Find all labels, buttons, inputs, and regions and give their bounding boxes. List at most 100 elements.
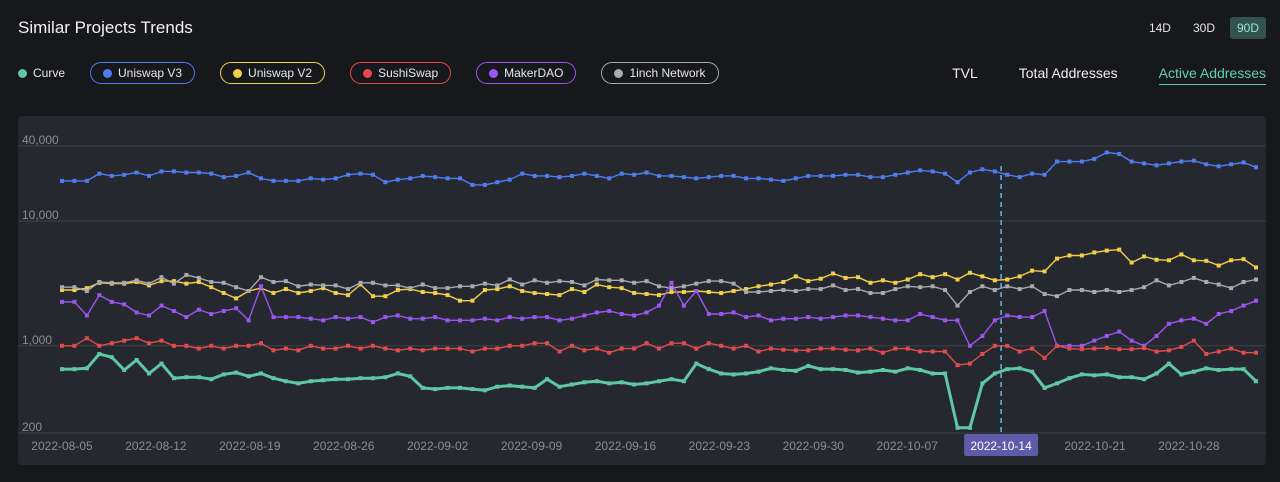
data-point-1inch-network: [1229, 286, 1234, 291]
y-tick-label: 10,000: [22, 208, 59, 222]
data-point-1inch-network: [97, 279, 102, 284]
data-point-makerdao: [569, 316, 574, 321]
x-tick-label: 2022-08-05: [31, 439, 93, 453]
data-point-makerdao: [358, 315, 363, 320]
data-point-uniswap-v2: [619, 286, 624, 291]
data-point-curve: [445, 385, 450, 390]
data-point-sushiswap: [358, 346, 363, 351]
data-point-sushiswap: [694, 346, 699, 351]
data-point-1inch-network: [408, 286, 413, 291]
range-14d-button[interactable]: 14D: [1148, 21, 1171, 35]
data-point-makerdao: [1092, 338, 1097, 343]
data-point-uniswap-v3: [880, 175, 885, 180]
data-point-sushiswap: [943, 349, 948, 354]
data-point-makerdao: [918, 311, 923, 316]
x-tick-label: 2022-10-28: [1158, 439, 1220, 453]
tab-tvl[interactable]: TVL: [952, 65, 978, 81]
data-point-curve: [159, 361, 164, 366]
data-point-curve: [1204, 366, 1209, 371]
data-point-uniswap-v2: [1055, 256, 1059, 261]
data-point-sushiswap: [370, 343, 375, 348]
data-point-uniswap-v3: [594, 173, 599, 178]
data-point-uniswap-v2: [594, 282, 599, 287]
data-point-uniswap-v2: [569, 287, 574, 292]
data-point-makerdao: [1179, 318, 1184, 323]
data-point-uniswap-v2: [1067, 253, 1072, 258]
data-point-makerdao: [420, 316, 425, 321]
legend-dot-icon: [233, 68, 243, 78]
data-point-makerdao: [594, 310, 599, 315]
series-line-curve: [62, 352, 1258, 430]
legend-item-makerdao[interactable]: MakerDAO: [476, 62, 577, 84]
data-point-sushiswap: [520, 343, 525, 348]
data-point-makerdao: [731, 310, 736, 315]
data-point-1inch-network: [582, 283, 587, 288]
range-90d-button[interactable]: 90D: [1229, 17, 1266, 39]
data-point-makerdao: [632, 313, 637, 318]
data-point-sushiswap: [905, 346, 910, 351]
data-point-curve: [271, 376, 276, 381]
tab-total-addresses[interactable]: Total Addresses: [1018, 65, 1118, 81]
data-point-uniswap-v2: [1030, 268, 1035, 273]
data-point-uniswap-v3: [768, 177, 773, 182]
data-point-sushiswap: [557, 349, 562, 354]
data-point-curve: [184, 375, 189, 380]
data-point-uniswap-v3: [681, 175, 686, 180]
data-point-uniswap-v3: [1117, 151, 1122, 156]
tab-active-addresses[interactable]: Active Addresses: [1158, 65, 1266, 85]
data-point-sushiswap: [1229, 346, 1234, 351]
data-point-uniswap-v2: [905, 277, 910, 282]
data-point-uniswap-v3: [246, 170, 251, 175]
data-point-uniswap-v2: [781, 279, 786, 284]
data-point-makerdao: [321, 318, 326, 323]
data-point-sushiswap: [259, 341, 263, 346]
legend-item-sushiswap[interactable]: SushiSwap: [350, 62, 452, 84]
data-point-uniswap-v2: [1092, 250, 1097, 255]
data-point-uniswap-v3: [793, 176, 798, 181]
data-point-sushiswap: [234, 343, 239, 348]
data-point-curve: [918, 367, 923, 372]
data-point-curve: [1216, 367, 1221, 372]
data-point-sushiswap: [868, 346, 873, 351]
data-point-curve: [1154, 371, 1159, 376]
data-point-uniswap-v3: [1055, 159, 1059, 164]
data-point-uniswap-v2: [893, 280, 898, 285]
legend-item-uniswap-v2[interactable]: Uniswap V2: [220, 62, 326, 84]
legend-label: Uniswap V3: [118, 66, 183, 80]
data-point-sushiswap: [346, 343, 351, 348]
data-point-makerdao: [507, 315, 512, 320]
data-point-curve: [1030, 369, 1035, 374]
data-point-1inch-network: [818, 287, 823, 292]
data-point-curve: [843, 367, 848, 372]
range-30d-button[interactable]: 30D: [1192, 21, 1215, 35]
data-point-sushiswap: [1055, 343, 1059, 348]
data-point-1inch-network: [60, 285, 64, 290]
legend-label: Curve: [33, 66, 66, 80]
legend-item-uniswap-v3[interactable]: Uniswap V3: [90, 62, 196, 84]
data-point-sushiswap: [97, 343, 102, 348]
data-point-uniswap-v3: [259, 176, 263, 181]
data-point-uniswap-v2: [1179, 252, 1184, 257]
data-point-uniswap-v3: [370, 172, 375, 177]
data-point-uniswap-v2: [806, 279, 811, 284]
data-point-uniswap-v2: [868, 280, 873, 285]
data-point-1inch-network: [532, 278, 537, 283]
data-point-uniswap-v3: [420, 173, 425, 178]
line-chart[interactable]: 40,000 10,000 1,000 200 2022-08-05 2022-08-12…: [18, 116, 1266, 465]
data-point-1inch-network: [209, 279, 214, 284]
data-point-uniswap-v2: [582, 290, 587, 295]
data-point-curve: [582, 380, 587, 385]
data-point-makerdao: [930, 315, 935, 320]
data-point-1inch-network: [1117, 290, 1122, 295]
data-point-1inch-network: [296, 284, 301, 289]
data-point-curve: [943, 371, 948, 376]
data-point-uniswap-v2: [793, 274, 798, 279]
legend-item-curve[interactable]: Curve: [18, 62, 65, 84]
data-point-uniswap-v2: [1129, 260, 1134, 265]
data-point-1inch-network: [980, 284, 985, 289]
data-point-sushiswap: [395, 348, 400, 353]
data-point-sushiswap: [706, 341, 711, 346]
legend-item-1inch-network[interactable]: 1inch Network: [601, 62, 719, 84]
data-point-1inch-network: [607, 278, 612, 283]
data-point-1inch-network: [433, 286, 438, 291]
